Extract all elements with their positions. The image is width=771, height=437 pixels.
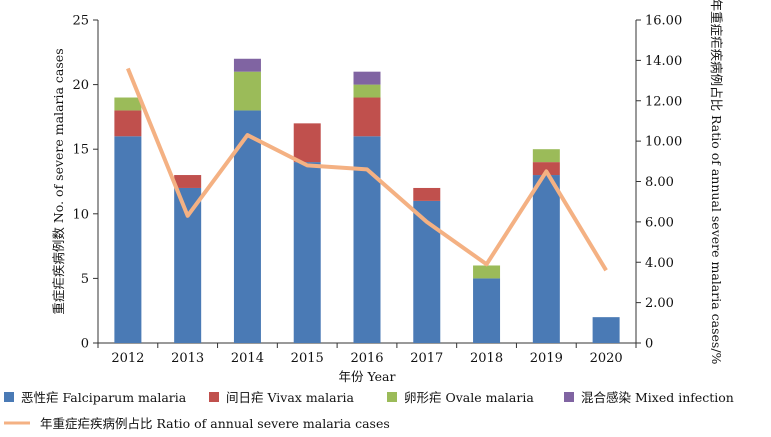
bar-segment (353, 71, 381, 85)
bar-segment (114, 97, 142, 111)
bar-segment (473, 265, 501, 279)
x-tick-label: 2020 (590, 351, 623, 366)
y-right-tick-label: 12.00 (645, 94, 682, 109)
y-right-tick-label: 14.00 (645, 54, 682, 69)
y-left-tick-label: 0 (81, 337, 89, 352)
bar-segment (114, 136, 142, 343)
axis-labels: 年份 Year 重症疟疾病例数 No. of severe malaria cas… (51, 0, 724, 384)
bar-segment (293, 162, 321, 343)
bar-segment (473, 278, 501, 343)
x-tick-label: 2016 (350, 351, 383, 366)
bar-segment (532, 175, 560, 343)
y-left-tick-label: 20 (72, 78, 89, 93)
bar-segment (353, 97, 381, 137)
bar-segment (592, 317, 620, 343)
legend-label: 恶性疟 Falciparum malaria (21, 390, 187, 405)
bar-segment (532, 162, 560, 176)
y2-axis-label: 年重症疟疾病例占比 Ratio of annual severe malaria… (709, 0, 724, 365)
y-left-tick-label: 15 (72, 143, 89, 158)
axes: 0 5 10 15 20 25 0 2.00 4.00 6.00 8.00 10.00 12.00 14.… (72, 14, 682, 367)
y-axis-label: 重症疟疾病例数 No. of severe malaria cases (51, 48, 66, 314)
bar-segment (233, 71, 261, 111)
legend-label: 卵形疟 Ovale malaria (404, 390, 534, 405)
bar-segment (174, 175, 202, 188)
bar-segment (413, 200, 441, 343)
ratio-line (126, 67, 608, 272)
legend-swatch (387, 392, 397, 402)
y-left-tick-label: 25 (72, 14, 89, 29)
y-right-tick-label: 10.00 (645, 135, 682, 150)
bar-segment (353, 84, 381, 98)
bars (114, 58, 620, 343)
legend-swatch (4, 392, 14, 402)
bar-segment (114, 110, 142, 137)
legend-label: 间日疟 Vivax malaria (226, 390, 355, 405)
legend-swatch (564, 392, 574, 402)
x-tick-label: 2013 (171, 351, 204, 366)
y-right-tick-label: 6.00 (645, 215, 674, 230)
x-tick-label: 2017 (410, 351, 443, 366)
y-left-tick-label: 10 (72, 207, 89, 222)
x-tick-label: 2015 (291, 351, 324, 366)
legend-label: 年重症疟疾病例占比 Ratio of annual severe malaria… (40, 416, 390, 431)
legend: 恶性疟 Falciparum malaria 间日疟 Vivax malaria 卵… (4, 390, 734, 431)
legend-swatch (209, 392, 219, 402)
legend-label: 混合感染 Mixed infection (581, 390, 734, 405)
x-tick-label: 2014 (231, 351, 264, 366)
y-right-tick-label: 4.00 (645, 256, 674, 271)
bar-segment (532, 149, 560, 163)
y-left-tick-label: 5 (81, 272, 89, 287)
bar-segment (413, 187, 441, 201)
bar-segment (233, 58, 261, 72)
x-tick-label: 2012 (111, 351, 144, 366)
y-right-tick-label: 0 (645, 337, 653, 352)
bar-segment (293, 123, 321, 163)
y-right-tick-label: 2.00 (645, 296, 674, 311)
x-tick-label: 2018 (470, 351, 503, 366)
y-right-tick-label: 16.00 (645, 14, 682, 29)
x-tick-label: 2019 (530, 351, 563, 366)
y-right-tick-label: 8.00 (645, 175, 674, 190)
x-axis-label: 年份 Year (339, 369, 396, 384)
